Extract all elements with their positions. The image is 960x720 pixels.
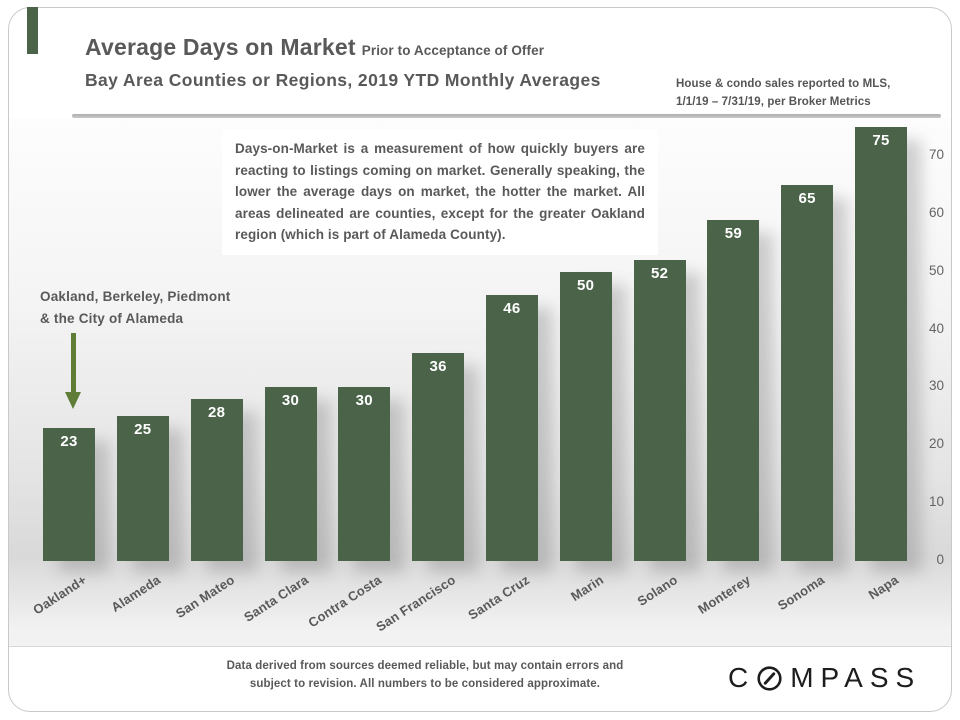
bar: 50 [559, 271, 612, 561]
bar: 23 [43, 427, 95, 561]
y-tick-label: 10 [928, 494, 944, 510]
bar-value-label: 36 [429, 357, 447, 375]
bar: 52 [633, 260, 686, 561]
bar-value-label: 30 [355, 392, 373, 410]
y-tick-label: 40 [928, 320, 944, 336]
y-tick-label: 20 [928, 436, 944, 452]
bar: 30 [264, 387, 317, 561]
source-note: House & condo sales reported to MLS, 1/1… [676, 75, 890, 111]
logo-letter-c: C [728, 662, 756, 693]
logo-letters-mpass: MPASS [790, 662, 922, 693]
annotation-line1: Oakland, Berkeley, Piedmont [40, 289, 231, 304]
bar: 28 [190, 399, 243, 561]
bar-value-label: 75 [872, 132, 890, 149]
bar-value-label: 25 [134, 421, 152, 439]
footer-divider [9, 646, 951, 647]
y-tick-label: 30 [928, 378, 944, 394]
bar-value-label: 28 [207, 404, 226, 421]
annotation-label: Oakland, Berkeley, Piedmont & the City o… [40, 286, 230, 330]
annotation-line2: & the City of Alameda [40, 311, 184, 326]
bar: 65 [781, 184, 834, 561]
page-subtitle: Bay Area Counties or Regions, 2019 YTD M… [85, 70, 601, 90]
bar-value-label: 46 [503, 299, 521, 317]
bar: 36 [412, 352, 465, 561]
bar: 59 [707, 219, 760, 561]
accent-bar [27, 7, 38, 54]
y-tick-label: 60 [928, 204, 944, 220]
down-arrow-head-icon [65, 392, 81, 409]
y-tick-label: 70 [928, 146, 944, 162]
bar-value-label: 65 [798, 189, 816, 207]
title-block: Average Days on Market Prior to Acceptanc… [85, 34, 601, 91]
source-note-line2: 1/1/19 – 7/31/19, per Broker Metrics [676, 96, 871, 108]
compass-o-icon [757, 665, 782, 691]
y-tick-label: 50 [928, 262, 944, 278]
disclaimer: Data derived from sources deemed reliabl… [130, 657, 720, 693]
y-tick-label: 0 [936, 552, 944, 567]
bar-value-label: 50 [577, 276, 595, 294]
bar: 30 [338, 387, 391, 561]
page-title: Average Days on Market [85, 34, 356, 60]
bar-value-label: 30 [281, 392, 300, 410]
bar-value-label: 52 [650, 265, 669, 283]
compass-logo: C MPASS [728, 662, 921, 694]
disclaimer-line2: subject to revision. All numbers to be c… [249, 678, 601, 690]
bar: 25 [116, 416, 169, 561]
description-box: Days-on-Market is a measurement of how q… [222, 129, 658, 255]
bar-value-label: 59 [724, 224, 743, 242]
disclaimer-line1: Data derived from sources deemed reliabl… [226, 660, 624, 672]
bar-value-label: 23 [60, 432, 78, 450]
title-divider [72, 114, 941, 118]
down-arrow-icon [71, 333, 76, 393]
source-note-line1: House & condo sales reported to MLS, [676, 78, 891, 90]
bar: 75 [855, 127, 907, 561]
bar: 46 [485, 294, 538, 561]
page-title-suffix: Prior to Acceptance of Offer [361, 43, 545, 58]
